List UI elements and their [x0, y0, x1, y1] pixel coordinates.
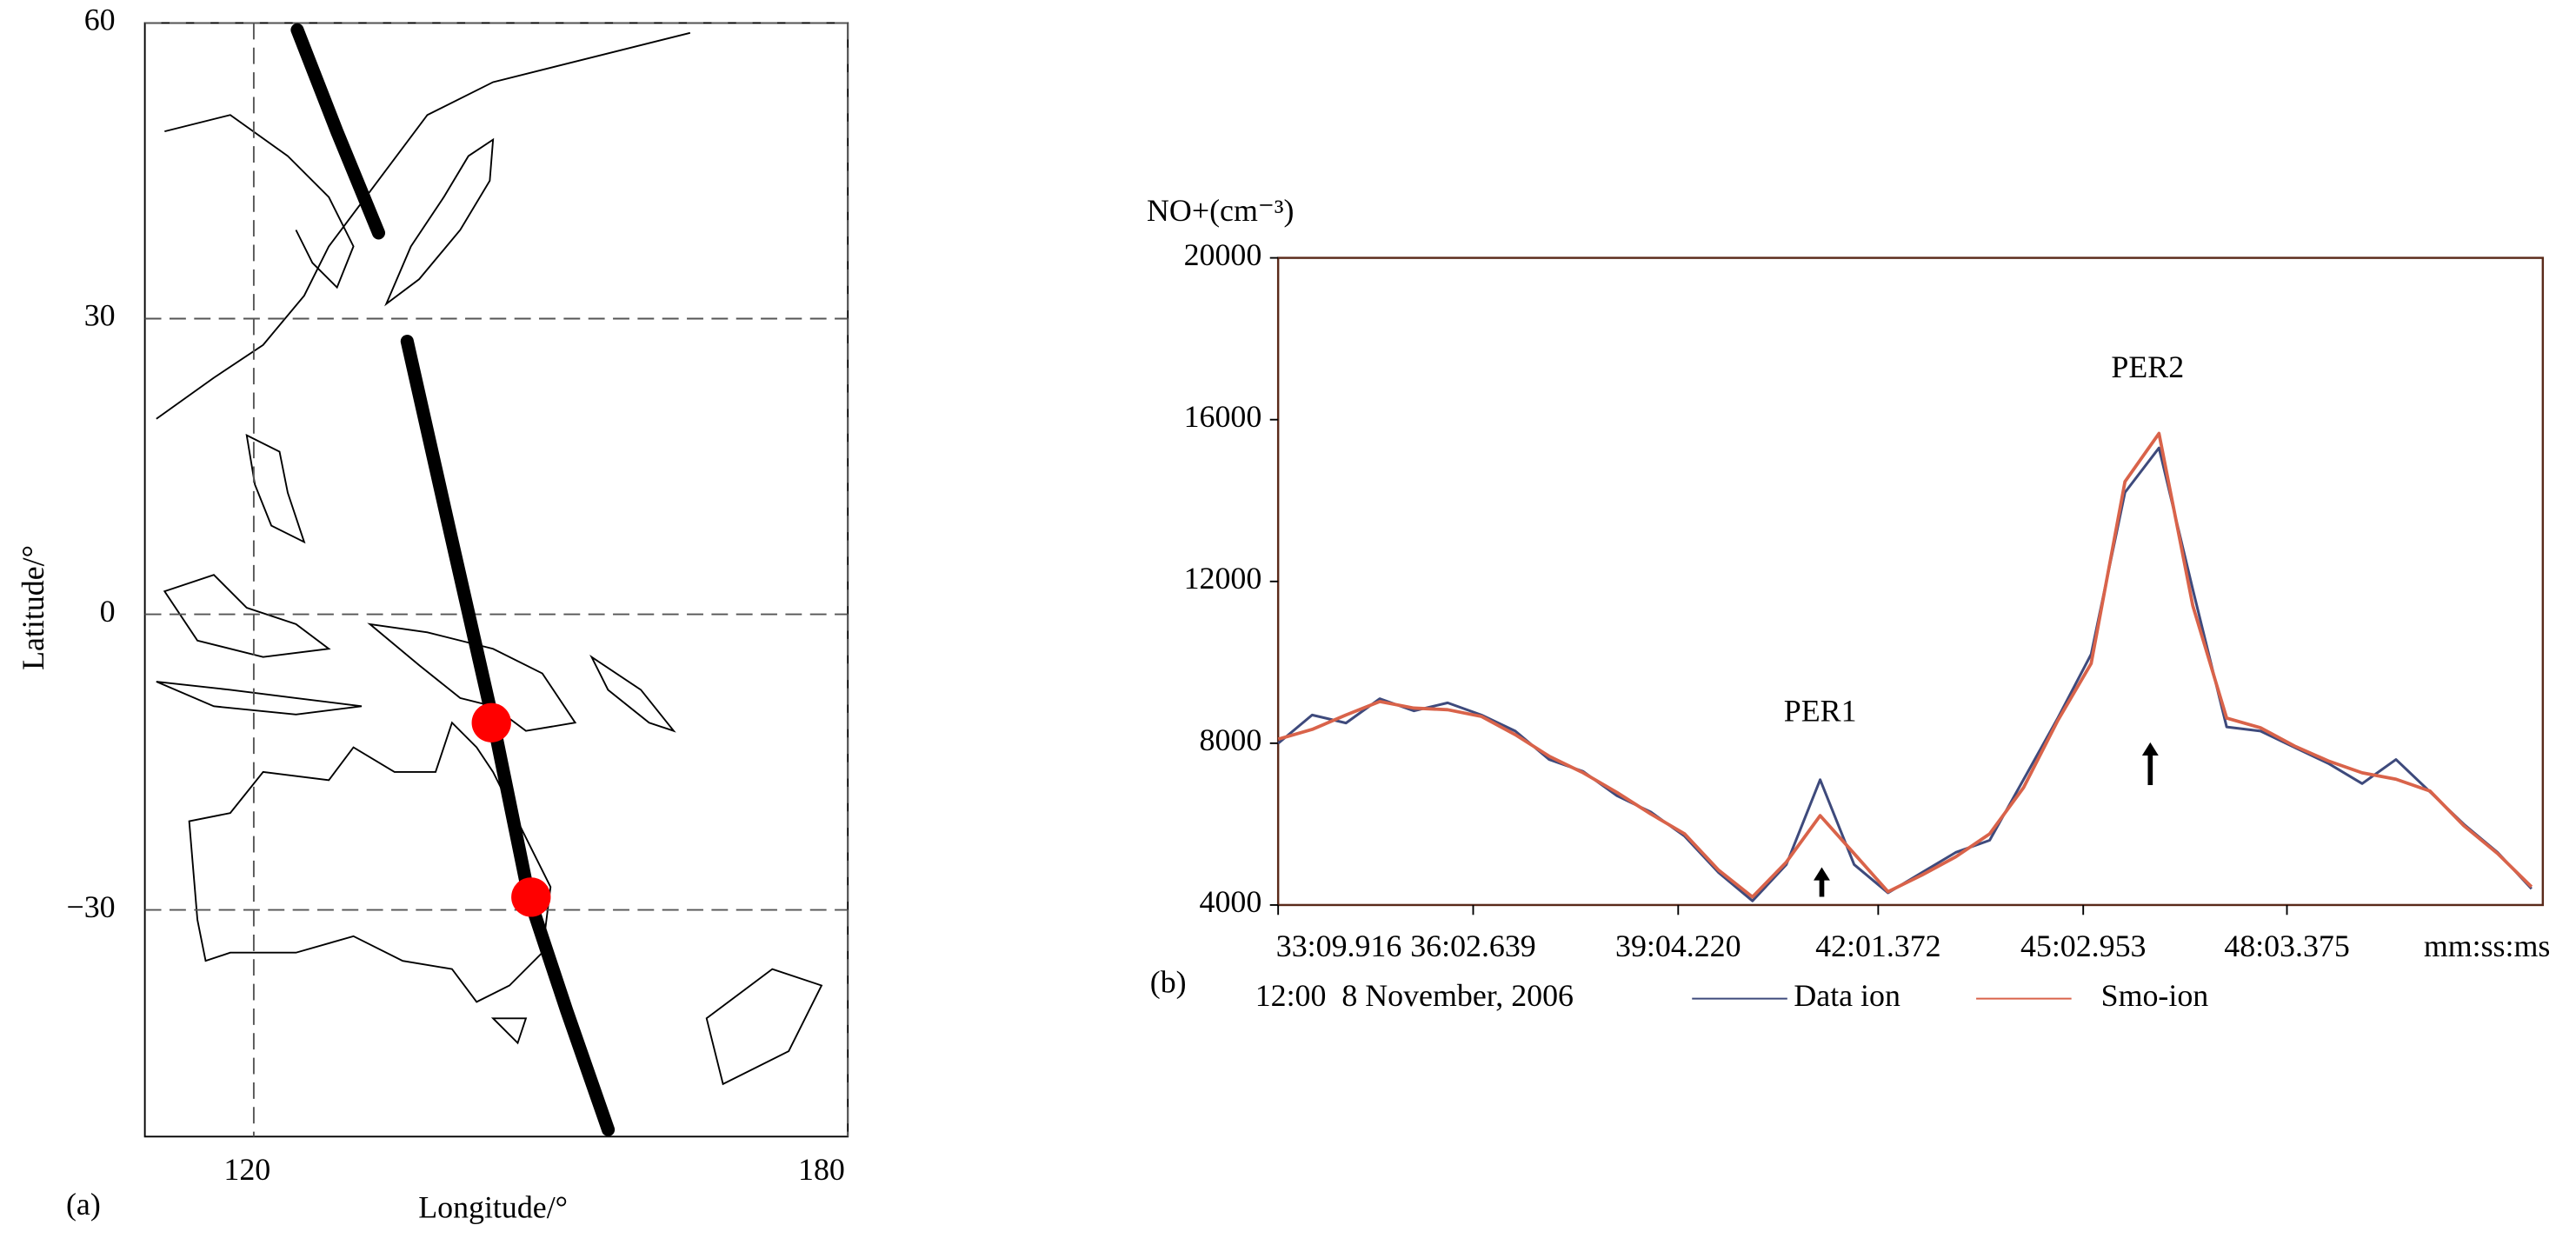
annotation: PER2 — [2111, 350, 2184, 384]
y-tick-label: 8000 — [1200, 722, 1262, 757]
annotation: PER1 — [1784, 693, 1857, 728]
x-tick-label: 33:09.916 — [1276, 929, 1402, 963]
coastline — [589, 654, 676, 733]
coastline — [705, 968, 823, 1086]
legend-label: Data ion — [1794, 978, 1900, 1013]
plot-frame — [143, 22, 849, 1138]
x-tick-label: 180 — [798, 1152, 845, 1187]
x-tick-label: 39:04.220 — [1615, 929, 1741, 963]
x-tick-label: 42:01.372 — [1815, 929, 1941, 963]
y-tick-label: 4000 — [1200, 884, 1262, 919]
panel-label: (a) — [66, 1187, 101, 1222]
coastline — [164, 114, 355, 290]
coastline — [490, 1017, 528, 1045]
data-line — [1277, 446, 2533, 902]
x-axis-label: mm:ss:ms — [2424, 929, 2551, 963]
coastline — [245, 433, 306, 544]
panel-label: (b) — [1150, 965, 1187, 1000]
y-tick-label: 60 — [84, 3, 116, 37]
y-tick-label: −30 — [67, 889, 116, 924]
y-tick-label: 12000 — [1184, 561, 1262, 596]
x-tick-label: 36:02.639 — [1410, 929, 1535, 963]
coastlines — [156, 31, 823, 1086]
satellite-track — [290, 23, 616, 1136]
event-point — [511, 877, 551, 917]
coastline — [163, 574, 331, 658]
y-tick-label: 16000 — [1184, 399, 1262, 434]
y-tick-label: 20000 — [1184, 237, 1262, 272]
y-axis-label: Latitude/° — [16, 545, 50, 670]
x-tick-label: 45:02.953 — [2020, 929, 2147, 963]
arrow-head — [1814, 867, 1830, 881]
x-tick-label: 48:03.375 — [2224, 929, 2350, 963]
event-point — [471, 702, 511, 742]
plot-frame — [1276, 256, 2545, 907]
arrow-head — [2141, 742, 2159, 756]
x-axis-label: Longitude/° — [418, 1190, 568, 1225]
coastline — [384, 137, 495, 307]
coastline — [156, 681, 363, 716]
data-line — [1277, 431, 2533, 899]
y-tick-label: 0 — [100, 594, 116, 629]
x-tick-label: 120 — [223, 1152, 270, 1187]
legend-label: Smo-ion — [2101, 978, 2209, 1013]
date-note: 12:00 8 November, 2006 — [1255, 978, 1574, 1013]
coastline — [156, 31, 691, 420]
y-tick-label: 30 — [84, 298, 116, 333]
coastline — [188, 721, 552, 1003]
coastline — [367, 622, 577, 732]
y-axis-label: NO+(cm⁻³) — [1147, 193, 1294, 228]
